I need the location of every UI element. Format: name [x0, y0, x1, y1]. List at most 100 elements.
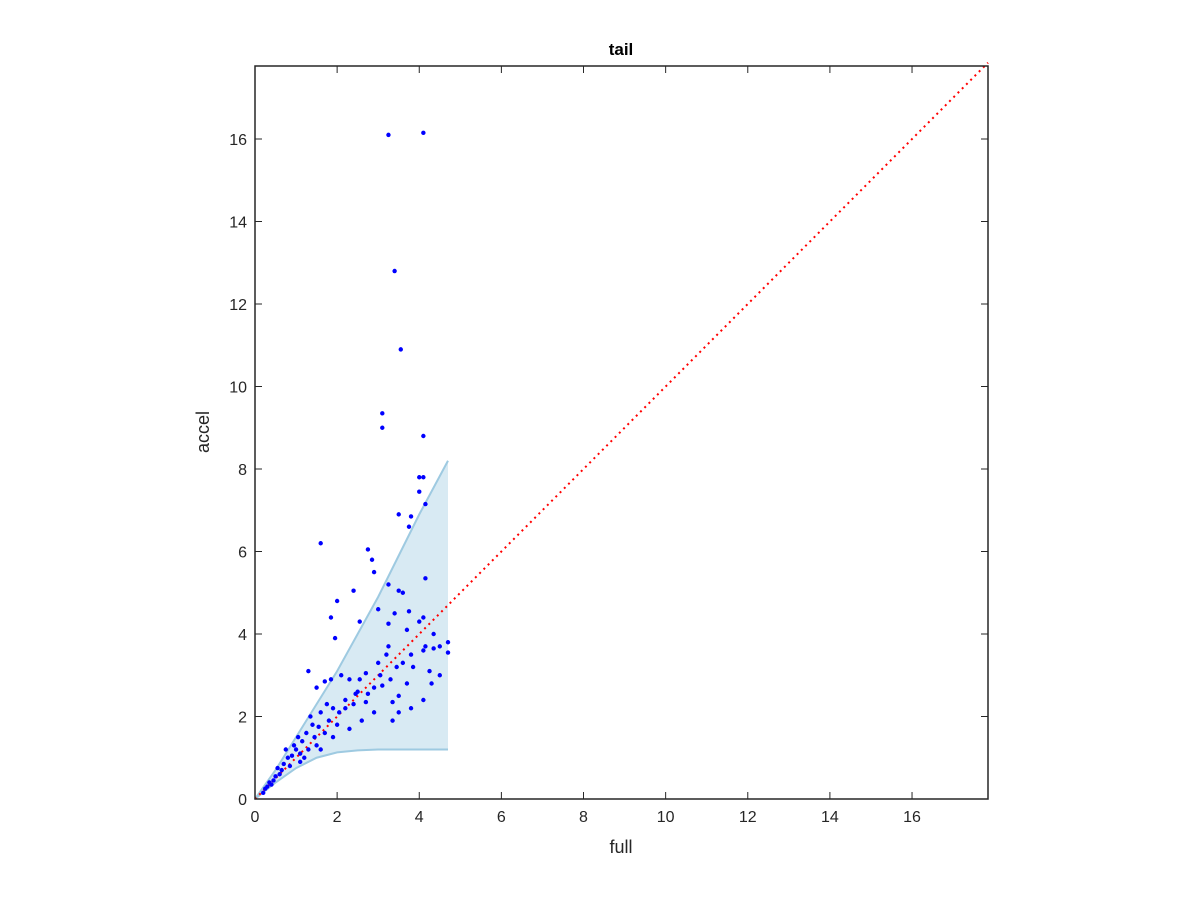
point [369, 557, 375, 562]
point [322, 679, 328, 684]
point [263, 786, 268, 791]
point [378, 673, 383, 678]
point [306, 668, 311, 674]
point [394, 664, 399, 670]
point [328, 615, 334, 620]
point [343, 697, 348, 703]
point [386, 644, 391, 649]
point [339, 673, 344, 678]
point [302, 755, 307, 760]
point [380, 683, 385, 688]
point [445, 640, 451, 645]
y-tick-label: 14 [229, 215, 247, 232]
band-upper [254, 460, 449, 800]
point [277, 772, 282, 777]
point [375, 660, 381, 666]
point [371, 569, 377, 575]
point [396, 588, 401, 593]
point [279, 767, 284, 773]
point [326, 718, 332, 723]
axes-box [254, 65, 989, 800]
point [429, 681, 434, 686]
x-tick-label: 6 [497, 809, 506, 826]
point [261, 790, 266, 796]
point [406, 609, 412, 614]
x-tick-label: 8 [579, 809, 588, 826]
point [421, 433, 426, 439]
point [427, 668, 432, 674]
x-tick-label: 2 [333, 809, 342, 826]
point [396, 710, 401, 715]
y-tick-label: 12 [229, 297, 247, 314]
point [380, 425, 385, 430]
point [289, 753, 295, 758]
point [324, 701, 330, 707]
point [267, 780, 272, 785]
point [287, 763, 293, 769]
x-tick-label: 12 [739, 809, 757, 826]
point [423, 501, 428, 507]
point [410, 664, 416, 670]
point [306, 747, 311, 752]
point [437, 644, 442, 649]
y-tick-label: 0 [238, 792, 247, 809]
point [334, 722, 340, 727]
point [445, 650, 451, 655]
point [332, 635, 338, 641]
point [359, 718, 364, 723]
point [404, 627, 410, 633]
point [353, 691, 358, 697]
point [417, 489, 422, 494]
point [421, 648, 426, 653]
point [365, 691, 371, 697]
point [406, 524, 412, 529]
point [318, 747, 323, 752]
point [380, 411, 385, 416]
point [421, 130, 426, 136]
point [421, 615, 426, 620]
point [330, 734, 336, 740]
point [347, 726, 352, 732]
point [310, 722, 315, 727]
point [371, 685, 377, 690]
y-tick-label: 2 [238, 710, 247, 727]
y-tick-label: 16 [229, 132, 247, 149]
point [312, 734, 317, 740]
point [386, 582, 391, 587]
point [297, 751, 303, 756]
point [375, 607, 381, 612]
point [421, 697, 426, 703]
point [431, 646, 436, 651]
point [417, 475, 422, 480]
band-lower [254, 748, 449, 800]
point [322, 730, 328, 736]
point [318, 541, 323, 546]
point [392, 268, 397, 274]
point [396, 693, 401, 699]
point [293, 747, 299, 752]
point [371, 710, 377, 715]
point [408, 706, 414, 711]
point [283, 747, 288, 752]
x-tick-label: 4 [415, 809, 424, 826]
point [386, 132, 391, 138]
point [384, 652, 389, 657]
point [304, 730, 309, 736]
point [408, 514, 414, 519]
point [417, 619, 422, 624]
band-area [255, 460, 449, 799]
y-axis-label: accel [193, 411, 213, 453]
point [336, 710, 342, 715]
y-tick-label: 8 [238, 462, 247, 479]
point [365, 547, 371, 552]
point [423, 576, 428, 581]
point [275, 765, 280, 771]
point [295, 734, 301, 740]
point [351, 588, 356, 593]
point [285, 755, 291, 760]
point [271, 778, 276, 783]
point [400, 590, 406, 595]
point [390, 718, 395, 723]
point [421, 475, 426, 480]
